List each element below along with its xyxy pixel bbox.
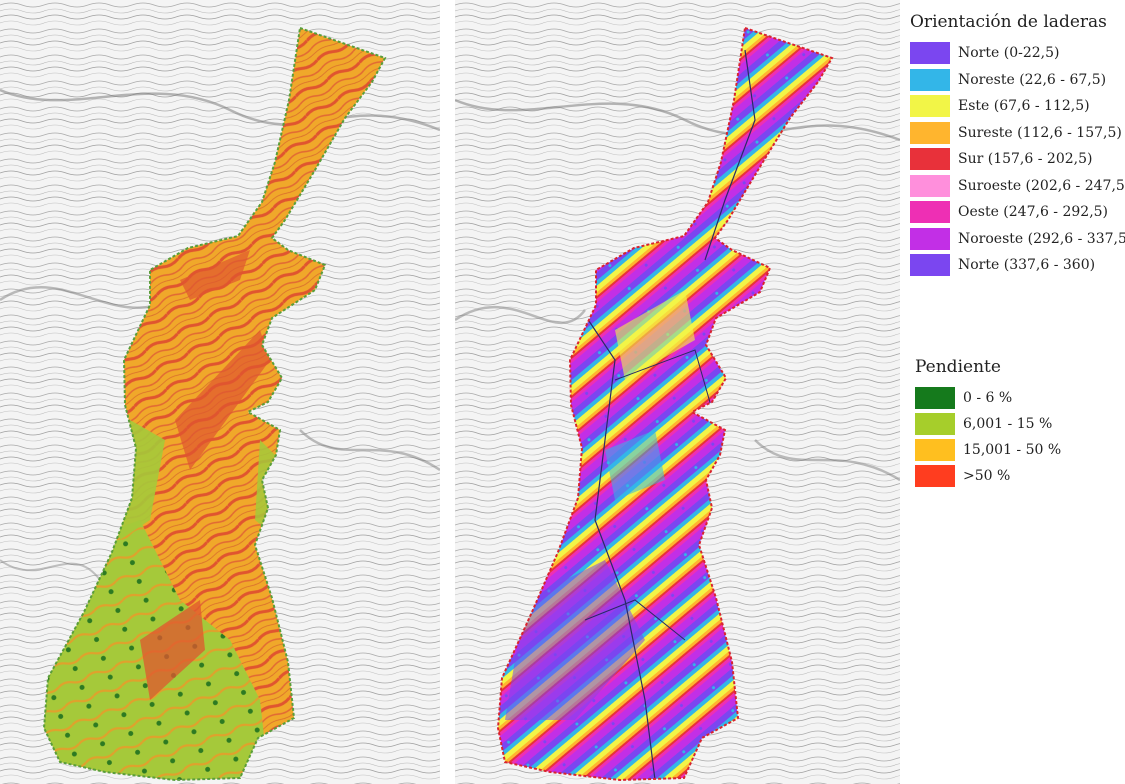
slope-map-canvas xyxy=(0,0,440,784)
legend-label: Noreste (22,6 - 67,5) xyxy=(958,71,1107,88)
watershed-boundary-left xyxy=(42,26,387,782)
legend-item-este: Este (67,6 - 112,5) xyxy=(910,93,1125,120)
slope-legend-title: Pendiente xyxy=(915,357,1001,377)
legend-item-slope-0-6: 0 - 6 % xyxy=(915,385,1061,411)
legend-item-noroeste: Noroeste (292,6 - 337,5) xyxy=(910,226,1125,253)
legend-swatch xyxy=(910,227,950,250)
legend-item-noreste: Noreste (22,6 - 67,5) xyxy=(910,67,1125,94)
legend-swatch xyxy=(915,387,955,409)
legend-swatch xyxy=(915,439,955,461)
legend-item-oeste: Oeste (247,6 - 292,5) xyxy=(910,199,1125,226)
legend-swatch xyxy=(910,148,950,171)
legend-label: 15,001 - 50 % xyxy=(963,442,1062,458)
aspect-map[interactable] xyxy=(455,0,900,784)
orientation-legend-title: Orientación de laderas xyxy=(910,12,1107,32)
slope-map[interactable] xyxy=(0,0,440,784)
legend-swatch xyxy=(910,201,950,224)
legend-label: Este (67,6 - 112,5) xyxy=(958,98,1090,115)
orientation-legend: Orientación de laderas Norte (0-22,5) No… xyxy=(910,12,1125,279)
aspect-map-canvas xyxy=(455,0,900,784)
legend-item-slope-6-15: 6,001 - 15 % xyxy=(915,411,1061,437)
legend-item-norte-2: Norte (337,6 - 360) xyxy=(910,252,1125,279)
legend-label: Sur (157,6 - 202,5) xyxy=(958,151,1093,168)
legend-label: Noroeste (292,6 - 337,5) xyxy=(958,230,1125,247)
legend-swatch xyxy=(910,95,950,118)
legend-label: 0 - 6 % xyxy=(963,390,1013,406)
legend-item-sureste: Sureste (112,6 - 157,5) xyxy=(910,120,1125,147)
legend-swatch xyxy=(910,121,950,144)
legend-swatch xyxy=(910,254,950,277)
legend-label: >50 % xyxy=(963,468,1011,484)
legend-swatch xyxy=(915,413,955,435)
legend-item-sur: Sur (157,6 - 202,5) xyxy=(910,146,1125,173)
legend-label: 6,001 - 15 % xyxy=(963,416,1053,432)
legend-label: Norte (337,6 - 360) xyxy=(958,257,1096,274)
legend-label: Norte (0-22,5) xyxy=(958,45,1060,62)
legend-swatch xyxy=(910,42,950,65)
legend-label: Sureste (112,6 - 157,5) xyxy=(958,124,1122,141)
legend-swatch xyxy=(910,174,950,197)
legend-swatch xyxy=(910,68,950,91)
legend-swatch xyxy=(915,465,955,487)
legend-item-slope-over-50: >50 % xyxy=(915,463,1061,489)
slope-legend: Pendiente 0 - 6 % 6,001 - 15 % 15,001 - … xyxy=(915,357,1061,489)
legend-label: Oeste (247,6 - 292,5) xyxy=(958,204,1109,221)
legend-item-suroeste: Suroeste (202,6 - 247,5) xyxy=(910,173,1125,200)
legend-item-slope-15-50: 15,001 - 50 % xyxy=(915,437,1061,463)
legend-item-norte: Norte (0-22,5) xyxy=(910,40,1125,67)
legend-label: Suroeste (202,6 - 247,5) xyxy=(958,177,1125,194)
